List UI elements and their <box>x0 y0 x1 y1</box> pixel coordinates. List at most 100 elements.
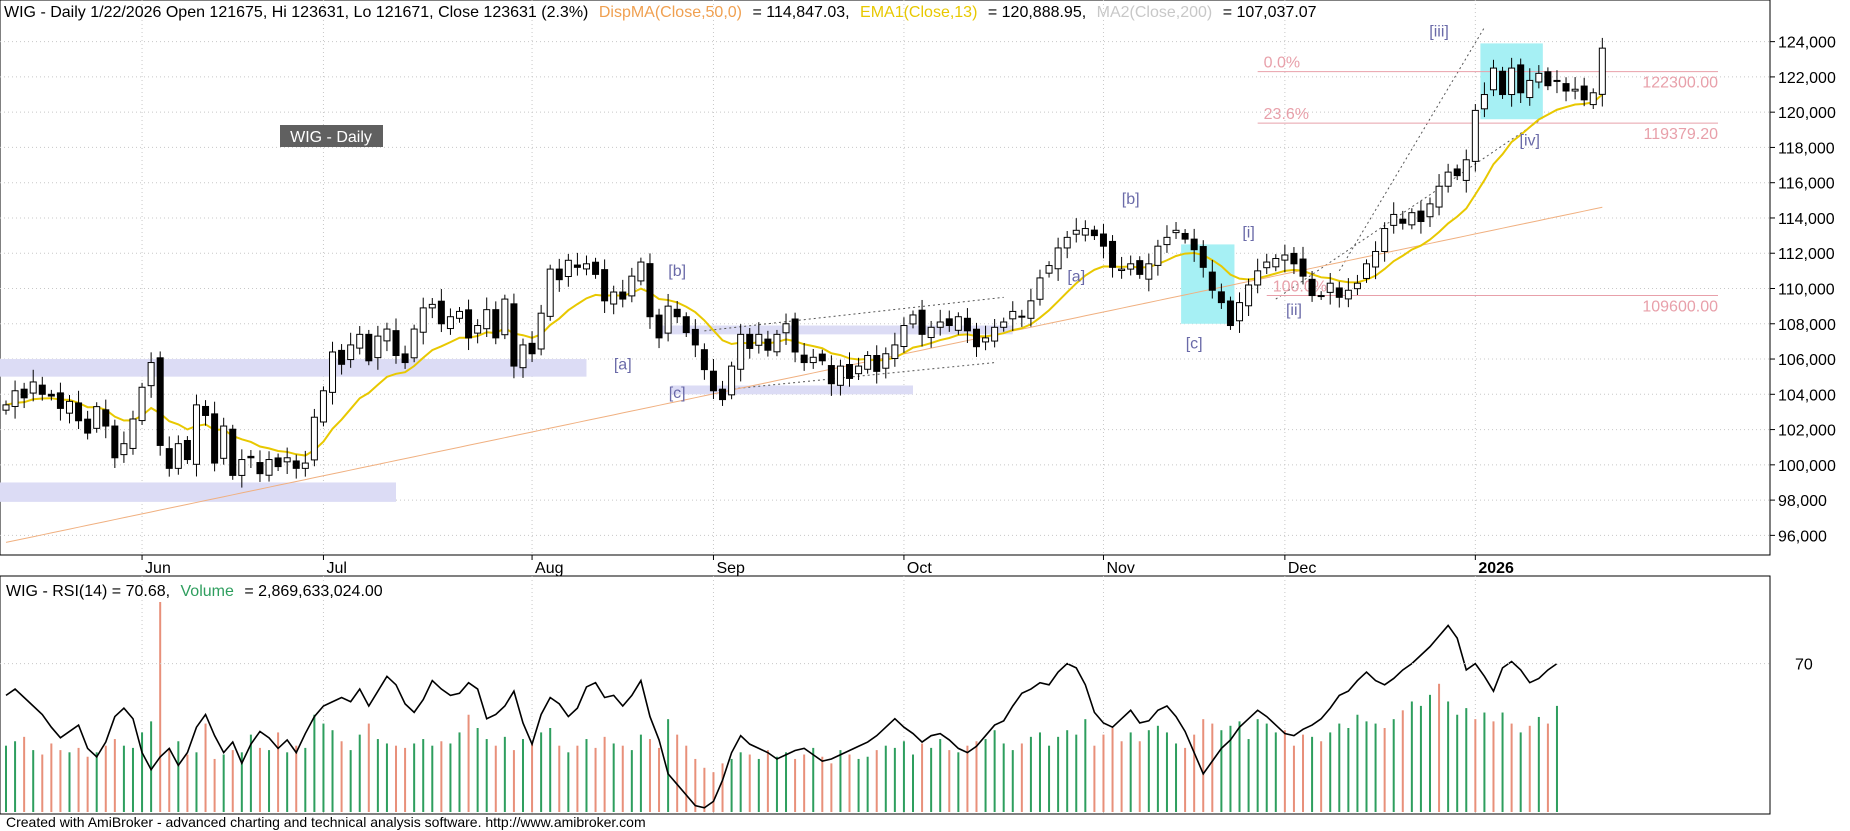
volume-bar <box>966 745 969 812</box>
candle-body <box>628 275 636 297</box>
volume-bar <box>32 750 35 812</box>
candle-body <box>719 388 727 401</box>
wave-label: [c] <box>669 385 686 402</box>
rsi-panel-frame <box>0 575 1771 815</box>
candle-body <box>1326 282 1334 293</box>
candle-body <box>1118 268 1126 272</box>
candle-body <box>220 425 228 459</box>
candle-body <box>111 425 119 459</box>
candle-body <box>1154 245 1162 266</box>
candle-body <box>1127 263 1135 270</box>
candle-body <box>174 443 182 469</box>
candle-body <box>2 404 10 411</box>
candle-body <box>1217 291 1225 304</box>
y-tick-label: 120,000 <box>1778 105 1836 122</box>
candlesticks <box>2 37 1606 488</box>
volume-bar <box>549 728 552 812</box>
candle-body <box>265 459 273 476</box>
wave-labels: [a] [b] [c] [a] [b] [c] [i] [ii] [iii] [iv] <box>614 23 1540 401</box>
grid-lines <box>0 0 1770 814</box>
volume-bar <box>1528 725 1531 812</box>
candle-body <box>1045 265 1053 274</box>
title-badge: WIG - Daily <box>290 129 372 146</box>
volume-bar <box>1302 734 1305 812</box>
candle-body <box>465 309 473 339</box>
volume-bar <box>1428 694 1431 812</box>
support-zone <box>671 385 913 395</box>
candle-body <box>365 333 373 362</box>
volume-bar <box>975 741 978 812</box>
candle-body <box>1553 79 1561 82</box>
volume-bar <box>331 730 334 812</box>
volume-bar <box>131 747 134 812</box>
candle-body <box>746 333 754 349</box>
candle-body <box>691 328 699 346</box>
dispma-value: = 114,847.03, <box>752 4 849 21</box>
volume-bar <box>576 745 579 812</box>
volume-bar <box>1519 732 1522 812</box>
y-tick-label: 106,000 <box>1778 352 1836 369</box>
volume-bar <box>5 745 7 812</box>
y-tick-label: 98,000 <box>1778 493 1827 510</box>
volume-bar <box>68 752 71 812</box>
volume-bar <box>875 750 878 812</box>
candle-body <box>392 330 400 357</box>
ema-label: EMA1(Close,13) <box>860 4 977 21</box>
candle-body <box>1489 67 1497 91</box>
volume-bar <box>1546 723 1549 812</box>
x-month-label: Nov <box>1106 560 1134 577</box>
candle-body <box>483 309 491 330</box>
candle-body <box>755 333 763 346</box>
candle-body <box>709 370 717 392</box>
candle-body <box>65 400 73 414</box>
candle-body <box>601 269 609 302</box>
volume-bar <box>50 743 53 812</box>
candle-body <box>900 325 908 348</box>
volume-bar <box>231 750 234 812</box>
candle-body <box>347 344 355 361</box>
volume-bar <box>1410 701 1413 812</box>
candle-body <box>1226 300 1234 327</box>
volume-bar <box>1329 732 1332 812</box>
volume-bar <box>1084 719 1087 812</box>
volume-bar <box>1419 705 1422 812</box>
candle-body <box>564 259 572 278</box>
volume-bar <box>1501 712 1504 812</box>
volume-bar <box>948 750 951 812</box>
candle-body <box>555 268 563 281</box>
volume-bar <box>485 739 488 812</box>
volume-bar <box>1029 736 1032 812</box>
support-zone <box>0 482 397 502</box>
candle-body <box>165 448 173 469</box>
support-zone <box>662 325 1013 335</box>
candle-body <box>120 443 128 456</box>
candle-body <box>1090 229 1098 237</box>
volume-bar <box>1202 719 1205 812</box>
candle-body <box>1181 232 1189 240</box>
volume-bar <box>204 723 207 812</box>
volume-bar <box>921 743 924 812</box>
volume-bar <box>1256 719 1259 812</box>
volume-bar <box>1392 719 1395 812</box>
candle-body <box>419 307 427 333</box>
candle-body <box>1517 64 1525 94</box>
candle-body <box>728 365 736 396</box>
volume-bar <box>1057 736 1060 812</box>
candle-body <box>1444 171 1452 187</box>
volume-bar <box>612 743 615 812</box>
candle-body <box>1190 238 1198 251</box>
y-tick-label: 110,000 <box>1778 282 1835 299</box>
volume-bar <box>1456 714 1459 812</box>
x-month-label: 2026 <box>1478 560 1514 577</box>
volume-bar <box>1492 721 1495 812</box>
volume-bar <box>1156 725 1159 812</box>
candle-body <box>329 351 337 393</box>
ma200-series-line <box>5 206 1603 543</box>
volume-bar <box>213 758 216 812</box>
volume-bar <box>984 739 987 812</box>
candle-body <box>456 310 463 319</box>
volume-bars <box>5 602 1558 812</box>
candle-body <box>773 333 781 353</box>
fib-value-label: 119379.20 <box>1644 126 1719 143</box>
candle-body <box>401 353 409 364</box>
